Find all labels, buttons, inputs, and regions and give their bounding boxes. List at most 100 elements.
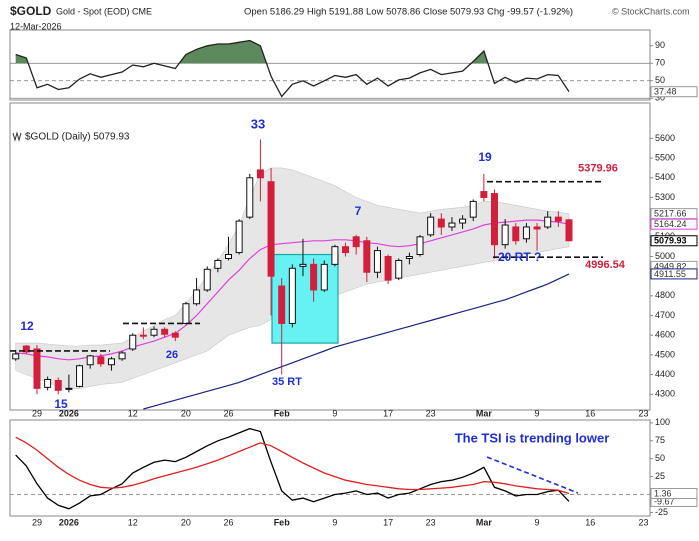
y-tick-label: 75 xyxy=(655,435,665,445)
x-tick-label: 9 xyxy=(332,517,337,527)
trend-arrow xyxy=(486,456,579,494)
icon xyxy=(12,131,22,142)
candle-body xyxy=(33,348,41,389)
candle-body xyxy=(448,222,456,228)
candle-body xyxy=(554,216,562,222)
x-tick-label: 16 xyxy=(585,408,595,418)
chart-subtitle: Gold - Spot (EOD) CME xyxy=(56,6,152,16)
candle-body xyxy=(512,226,520,242)
candle-body xyxy=(480,191,488,198)
candle-body xyxy=(491,193,498,246)
candle-body xyxy=(118,352,126,360)
candle-body xyxy=(267,181,275,277)
candle-body xyxy=(203,268,211,291)
x-tick-label: 2026 xyxy=(59,517,79,527)
candle-body xyxy=(384,256,392,281)
line xyxy=(15,427,570,510)
chart-title: $GOLD xyxy=(10,4,52,18)
candle-body xyxy=(22,345,30,353)
candle-body xyxy=(54,379,62,391)
x-tick-label: 12 xyxy=(128,408,138,418)
candle-body xyxy=(469,200,477,218)
candle-body xyxy=(565,219,573,242)
candle-body xyxy=(416,236,424,256)
y-tick-label: 4300 xyxy=(655,389,675,399)
candle-body xyxy=(225,254,232,259)
value-label: 5164.24 xyxy=(654,219,687,229)
value-label-box xyxy=(650,268,698,280)
candle-body xyxy=(405,256,413,259)
annotation: 35 RT xyxy=(272,376,302,388)
x-tick-label: 16 xyxy=(585,517,595,527)
x-tick-label: 12 xyxy=(128,517,138,527)
y-tick-label: 50 xyxy=(655,453,665,463)
value-label: 4911.55 xyxy=(654,269,686,279)
annotation: 7 xyxy=(355,204,362,218)
line xyxy=(15,436,570,495)
candle-body xyxy=(320,263,328,291)
y-tick-label: 100 xyxy=(655,417,670,427)
candle-body xyxy=(76,365,84,387)
y-tick-label: 5600 xyxy=(655,133,675,143)
y-tick-label: 50 xyxy=(655,75,665,85)
y-tick-label: 25 xyxy=(655,471,665,481)
level-label: 5379.96 xyxy=(578,163,618,175)
value-label-box xyxy=(650,488,698,500)
candle-body xyxy=(171,332,179,338)
candle-body xyxy=(139,334,147,337)
candle-body xyxy=(522,226,530,240)
candle-body xyxy=(501,224,509,246)
x-tick-label: 17 xyxy=(383,517,393,527)
y-tick-label: 4800 xyxy=(655,290,675,300)
value-label-box xyxy=(650,218,698,230)
annotation: The TSI is trending lower xyxy=(455,430,610,445)
value-label: 37.48 xyxy=(654,87,677,97)
y-tick-label: 5300 xyxy=(655,192,675,202)
line xyxy=(15,39,570,98)
candle-body xyxy=(544,216,552,228)
y-tick-label: 5000 xyxy=(655,251,675,261)
x-tick-label: 9 xyxy=(332,408,337,418)
candle-body xyxy=(193,289,201,305)
x-tick-label: 23 xyxy=(638,517,648,527)
y-tick-label: 5500 xyxy=(655,152,675,162)
candle-body xyxy=(182,303,190,324)
candle-body xyxy=(246,177,254,218)
candle-body xyxy=(235,220,243,254)
candle-body xyxy=(342,246,350,254)
candle-body xyxy=(310,263,318,291)
candle-body xyxy=(129,334,137,350)
value-label-box xyxy=(650,208,698,220)
x-tick-label: Mar xyxy=(476,408,493,418)
x-tick-label: 23 xyxy=(638,408,648,418)
x-tick-label: Mar xyxy=(476,517,493,527)
candle-body xyxy=(214,259,222,269)
value-label: 4949.82 xyxy=(654,261,687,271)
x-tick-label: 2026 xyxy=(59,408,79,418)
candle-body xyxy=(150,328,158,336)
x-tick-label: Feb xyxy=(274,408,291,418)
y-tick-label: 4600 xyxy=(655,330,675,340)
y-tick-label: 4700 xyxy=(655,310,675,320)
candle-body xyxy=(373,250,381,273)
y-tick-label: 70 xyxy=(655,58,665,68)
value-label: 5079.93 xyxy=(654,236,687,246)
chart-date: 12-Mar-2026 xyxy=(10,21,62,31)
annotation: 26 xyxy=(166,349,178,361)
ma-line xyxy=(15,219,570,361)
candle-body xyxy=(299,263,307,267)
x-tick-label: Feb xyxy=(274,517,291,527)
level-label: 4996.54 xyxy=(585,259,626,271)
x-tick-label: 23 xyxy=(426,517,436,527)
candle-body xyxy=(65,387,73,390)
quote: Open 5186.29 High 5191.88 Low 5078.86 Cl… xyxy=(244,7,573,18)
candle-body xyxy=(12,353,20,360)
x-tick-label: 23 xyxy=(426,408,436,418)
candle-body xyxy=(437,218,445,228)
candle-body xyxy=(278,285,286,324)
annotation: 12 xyxy=(20,319,34,333)
y-tick-label: -25 xyxy=(655,507,668,517)
value-label: 5217.66 xyxy=(654,209,687,219)
candle-body xyxy=(161,328,169,335)
candle-body xyxy=(44,378,52,388)
